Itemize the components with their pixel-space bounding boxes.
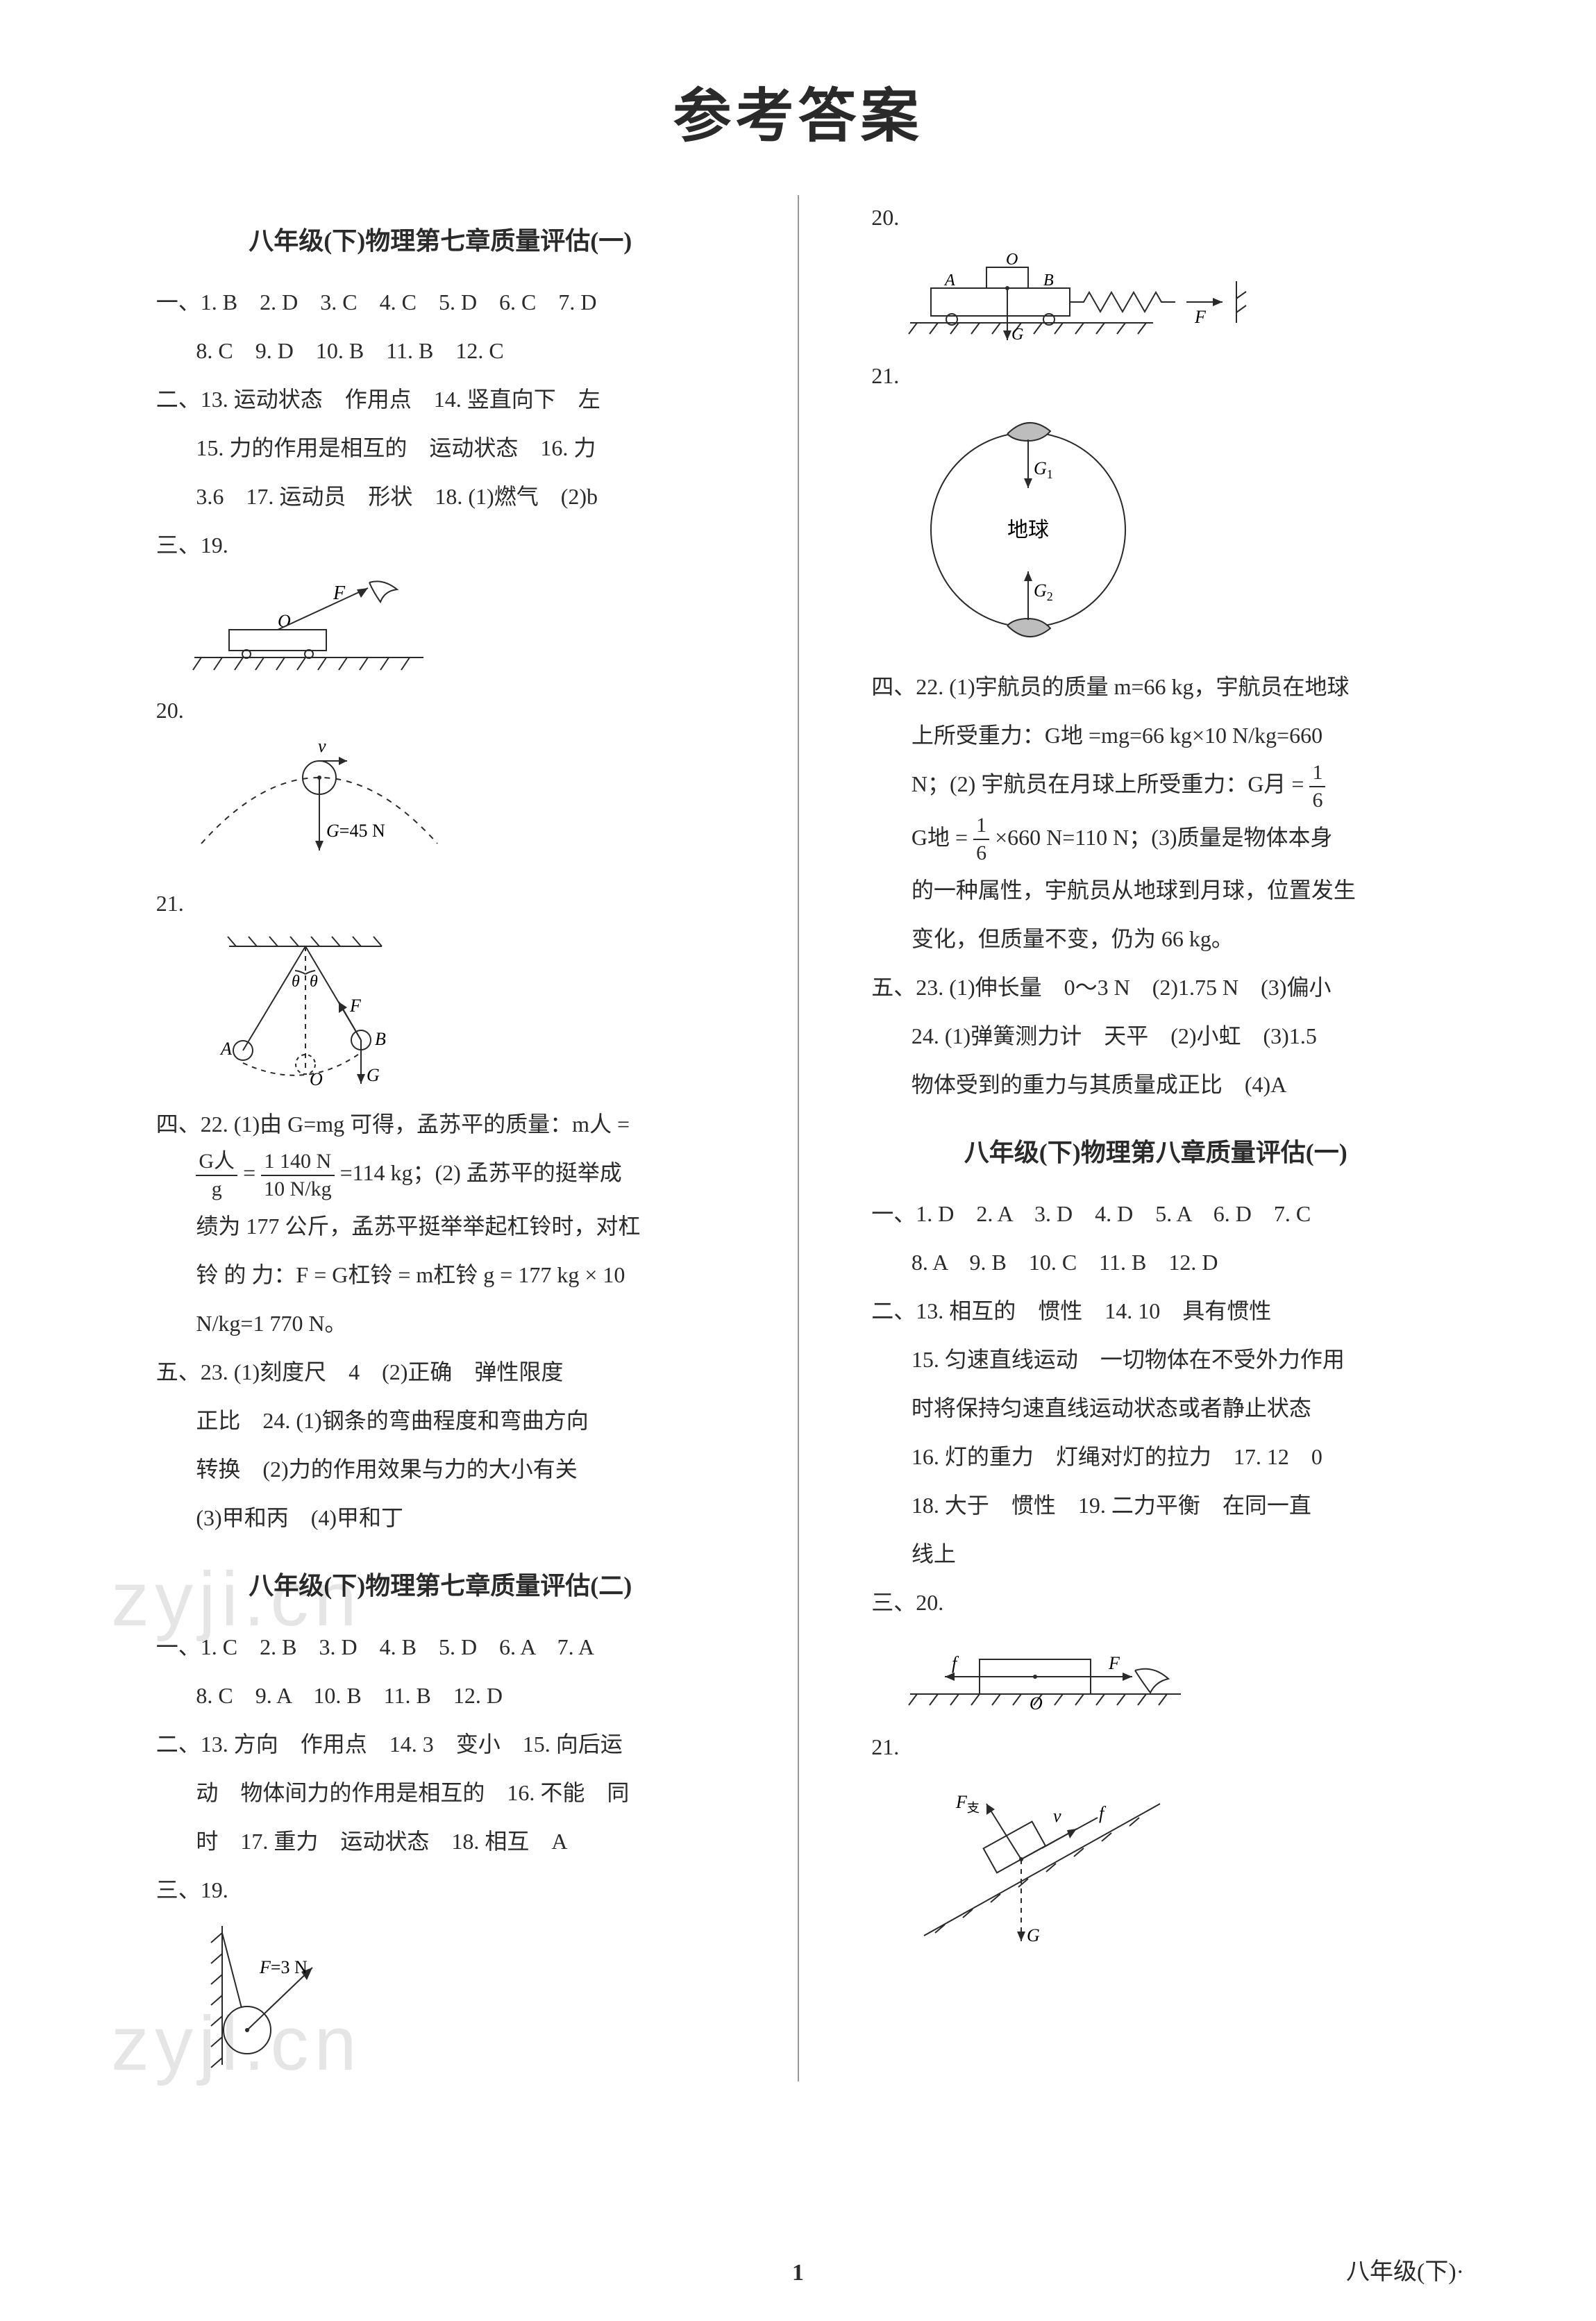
svg-text:F: F: [349, 996, 362, 1016]
svg-text:f: f: [952, 1653, 959, 1673]
answer-line: 15. 力的作用是相互的 运动状态 16. 力: [125, 426, 756, 470]
fraction: 1 6: [973, 815, 989, 864]
answer-line: 二、13. 方向 作用点 14. 3 变小 15. 向后运: [125, 1722, 756, 1766]
fraction: 1 6: [1309, 762, 1325, 811]
answer-line: 16. 灯的重力 灯绳对灯的拉力 17. 12 0: [841, 1434, 1472, 1479]
svg-text:B: B: [375, 1029, 386, 1049]
answer-line: 二、13. 运动状态 作用点 14. 竖直向下 左: [125, 377, 756, 421]
svg-text:O: O: [1006, 251, 1018, 269]
answer-line: 时 17. 重力 运动状态 18. 相互 A: [125, 1819, 756, 1863]
answer-line: 铃 的 力：F = G杠铃 = m杠铃 g = 177 kg × 10: [125, 1252, 756, 1297]
svg-text:G: G: [367, 1065, 380, 1085]
svg-text:A: A: [943, 271, 955, 290]
svg-text:v: v: [318, 739, 326, 756]
svg-text:G: G: [1011, 326, 1023, 344]
answer-line: 上所受重力：G地 =mg=66 kg×10 N/kg=660: [841, 713, 1472, 757]
svg-text:G2: G2: [1034, 580, 1053, 603]
svg-text:v: v: [1053, 1806, 1061, 1826]
figure-21r-earth: 地球 G1 G2: [903, 405, 1472, 655]
figure-19-cart: O F: [187, 574, 756, 678]
section-heading-7-1: 八年级(下)物理第七章质量评估(一): [125, 216, 756, 266]
answer-line: 正比 24. (1)钢条的弯曲程度和弯曲方向: [125, 1398, 756, 1443]
answer-line: 动 物体间力的作用是相互的 16. 不能 同: [125, 1770, 756, 1815]
answer-line: 8. C 9. A 10. B 11. B 12. D: [125, 1673, 756, 1718]
answer-line: G地 = 1 6 ×660 N=110 N；(3)质量是物体本身: [841, 815, 1472, 864]
svg-text:F: F: [1108, 1653, 1120, 1673]
answer-line: 的一种属性，宇航员从地球到月球，位置发生: [841, 868, 1472, 912]
answer-line: 转换 (2)力的作用效果与力的大小有关: [125, 1447, 756, 1491]
answer-line: 3.6 17. 运动员 形状 18. (1)燃气 (2)b: [125, 474, 756, 519]
answer-line: 物体受到的重力与其质量成正比 (4)A: [841, 1062, 1472, 1107]
answer-line: 一、1. B 2. D 3. C 4. C 5. D 6. C 7. D: [125, 280, 756, 324]
svg-text:G1: G1: [1034, 458, 1053, 481]
answer-line: 绩为 177 公斤，孟苏平挺举举起杠铃时，对杠: [125, 1204, 756, 1248]
footer-right-label: 八年级(下)·: [1346, 2252, 1464, 2286]
answer-line: 三、20.: [841, 1580, 1472, 1625]
answer-line: 一、1. D 2. A 3. D 4. D 5. A 6. D 7. C: [841, 1191, 1472, 1236]
answer-line: 20.: [841, 195, 1472, 240]
section-heading-7-2: 八年级(下)物理第七章质量评估(二): [125, 1561, 756, 1611]
svg-text:f: f: [1099, 1803, 1107, 1823]
answer-line: N/kg=1 770 N。: [125, 1301, 756, 1346]
svg-text:B: B: [1043, 271, 1054, 290]
figure-21-pendulum: θ θ A O B F G: [187, 932, 756, 1092]
answer-line: 8. C 9. D 10. B 11. B 12. C: [125, 328, 756, 373]
svg-text:θ: θ: [292, 973, 300, 991]
answer-line: 四、22. (1)宇航员的质量 m=66 kg，宇航员在地球: [841, 664, 1472, 709]
column-divider: [798, 195, 799, 2081]
answer-line: 15. 匀速直线运动 一切物体在不受外力作用: [841, 1337, 1472, 1382]
answer-line: 时将保持匀速直线运动状态或者静止状态: [841, 1386, 1472, 1430]
answer-line: N；(2) 宇航员在月球上所受重力：G月 = 1 6: [841, 762, 1472, 811]
answer-line: 三、19.: [125, 523, 756, 567]
right-column: 20. A O B: [827, 195, 1472, 2081]
figure-21-incline: F支 v f G: [903, 1776, 1472, 1956]
svg-text:F: F: [333, 583, 346, 604]
answer-line: 二、13. 相互的 惯性 14. 10 具有惯性: [841, 1289, 1472, 1333]
figure-20-block-friction: O f F: [903, 1632, 1472, 1715]
answer-line: 21.: [125, 881, 756, 925]
answer-line: 21.: [841, 1725, 1472, 1769]
answer-line: 线上: [841, 1532, 1472, 1576]
svg-text:地球: 地球: [1007, 519, 1049, 542]
fraction: G人 g: [196, 1151, 237, 1200]
answer-line: 变化，但质量不变，仍为 66 kg。: [841, 916, 1472, 961]
two-column-layout: 八年级(下)物理第七章质量评估(一) 一、1. B 2. D 3. C 4. C…: [125, 195, 1471, 2081]
svg-text:F=3 N: F=3 N: [259, 1957, 308, 1977]
answer-line: G人 g = 1 140 N 10 N/kg =114 kg；(2) 孟苏平的挺…: [125, 1150, 756, 1200]
answer-line: 20.: [125, 688, 756, 732]
section-heading-8-1: 八年级(下)物理第八章质量评估(一): [841, 1128, 1472, 1178]
answer-line: 五、23. (1)刻度尺 4 (2)正确 弹性限度: [125, 1350, 756, 1394]
answer-line: 21.: [841, 353, 1472, 398]
figure-20-ball: v G=45 N: [187, 739, 756, 871]
figure-20r-spring-cart: A O B G F: [903, 246, 1472, 344]
figure-19b-ball-wall: F=3 N: [187, 1919, 756, 2072]
answer-line: 一、1. C 2. B 3. D 4. B 5. D 6. A 7. A: [125, 1625, 756, 1669]
answer-line: 8. A 9. B 10. C 11. B 12. D: [841, 1240, 1472, 1284]
left-column: 八年级(下)物理第七章质量评估(一) 一、1. B 2. D 3. C 4. C…: [125, 195, 770, 2081]
svg-text:F: F: [1194, 307, 1207, 327]
svg-text:A: A: [219, 1039, 232, 1059]
answer-line: 三、19.: [125, 1868, 756, 1912]
answer-line: 五、23. (1)伸长量 0～3 N (2)1.75 N (3)偏小: [841, 965, 1472, 1009]
svg-text:G: G: [1027, 1925, 1040, 1945]
answer-line: 四、22. (1)由 G=mg 可得，孟苏平的质量：m人 =: [125, 1102, 756, 1146]
svg-text:O: O: [1030, 1693, 1043, 1713]
fraction: 1 140 N 10 N/kg: [261, 1151, 335, 1200]
answer-line: 24. (1)弹簧测力计 天平 (2)小虹 (3)1.5: [841, 1014, 1472, 1058]
answer-line: 18. 大于 惯性 19. 二力平衡 在同一直: [841, 1483, 1472, 1527]
answer-line: (3)甲和丙 (4)甲和丁: [125, 1495, 756, 1540]
svg-text:θ: θ: [310, 973, 318, 991]
svg-text:F支: F支: [955, 1792, 980, 1815]
fig-label: G=45 N: [326, 821, 385, 841]
page-title: 参考答案: [125, 69, 1471, 153]
